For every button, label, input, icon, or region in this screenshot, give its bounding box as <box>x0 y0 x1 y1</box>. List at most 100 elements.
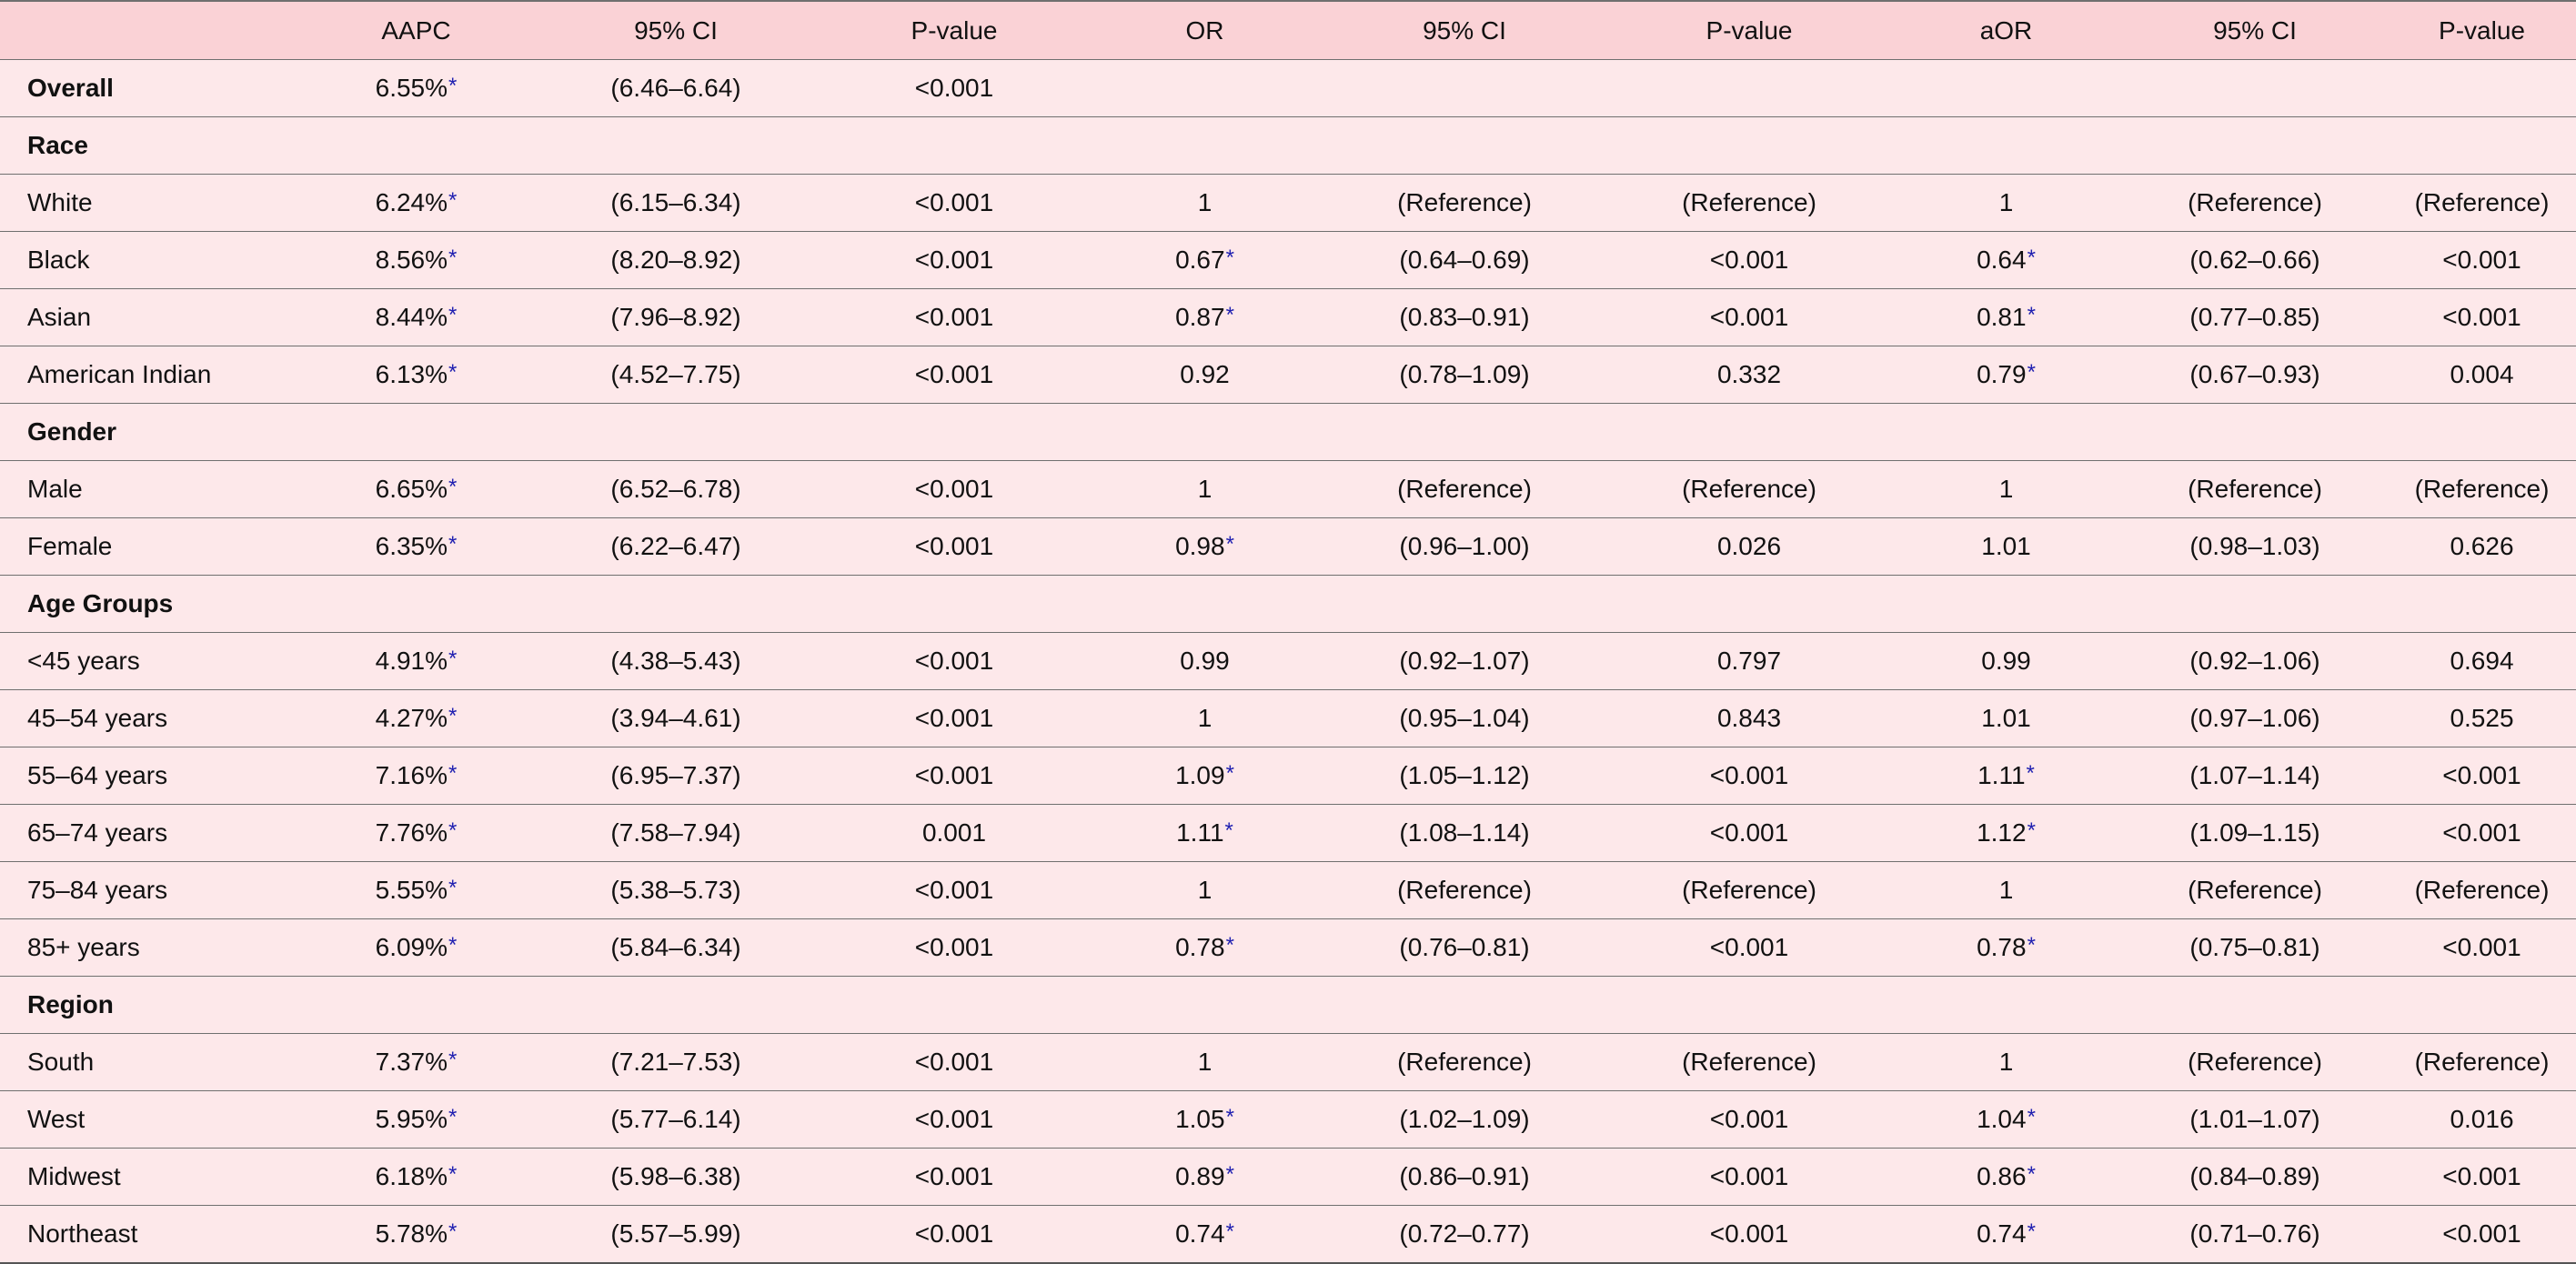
aor-cell: 1 <box>1890 861 2122 919</box>
aor-ci-cell: (0.71–0.76) <box>2122 1205 2388 1264</box>
aor-ci-cell <box>2122 575 2388 633</box>
stat-value: 1 <box>1998 188 2014 216</box>
table-row: <45 years 4.91%* (4.38–5.43) <0.001 0.99 (0.9… <box>0 632 2576 690</box>
stat-value: 1 <box>1197 704 1213 732</box>
aapc-ci-cell: (6.95–7.37) <box>532 747 820 805</box>
aor-cell: 0.78* <box>1890 918 2122 977</box>
stat-value: 0.64 <box>1977 246 2027 274</box>
or-cell: 0.67* <box>1089 231 1321 289</box>
significance-marker: * <box>2027 1162 2036 1187</box>
stat-value: 0.99 <box>1981 647 2031 675</box>
stat-value: 0.92 <box>1180 360 1230 388</box>
significance-marker: * <box>2027 246 2036 270</box>
aapc-p-value-cell: <0.001 <box>820 861 1089 919</box>
aor-ci-cell: (0.97–1.06) <box>2122 689 2388 747</box>
aor-ci-cell: (0.98–1.03) <box>2122 517 2388 576</box>
or-p-value-cell: <0.001 <box>1608 231 1890 289</box>
aor-p-value-cell: <0.001 <box>2388 1205 2576 1264</box>
significance-marker: * <box>448 74 458 98</box>
or-p-value-cell <box>1608 403 1890 461</box>
stat-value: 1.01 <box>1981 532 2031 560</box>
header-label-cell <box>0 0 300 60</box>
aapc-cell: 6.09%* <box>300 918 532 977</box>
header-aor-ci: 95% CI <box>2122 0 2388 60</box>
aor-ci-cell: (0.92–1.06) <box>2122 632 2388 690</box>
aapc-p-value-cell: <0.001 <box>820 689 1089 747</box>
row-label: Female <box>0 517 300 576</box>
aapc-cell: 7.16%* <box>300 747 532 805</box>
row-label: 75–84 years <box>0 861 300 919</box>
aor-ci-cell <box>2122 403 2388 461</box>
significance-marker: * <box>448 818 458 843</box>
or-ci-cell: (Reference) <box>1321 460 1608 518</box>
aor-p-value-cell: 0.016 <box>2388 1090 2576 1149</box>
aapc-cell: 8.56%* <box>300 231 532 289</box>
aapc-ci-cell: (5.57–5.99) <box>532 1205 820 1264</box>
or-cell: 1.11* <box>1089 804 1321 862</box>
or-ci-cell <box>1321 976 1608 1034</box>
aapc-cell: 7.76%* <box>300 804 532 862</box>
aapc-ci-cell: (5.84–6.34) <box>532 918 820 977</box>
significance-marker: * <box>1225 933 1234 958</box>
aor-p-value-cell: <0.001 <box>2388 918 2576 977</box>
aor-p-value-cell <box>2388 575 2576 633</box>
significance-marker: * <box>448 647 458 671</box>
or-cell: 0.92 <box>1089 346 1321 404</box>
aapc-p-value-cell: <0.001 <box>820 460 1089 518</box>
aapc-ci-cell: (5.98–6.38) <box>532 1148 820 1206</box>
stat-value: 1 <box>1998 1048 2014 1076</box>
aapc-p-value-cell: 0.001 <box>820 804 1089 862</box>
section-label: Region <box>0 976 300 1034</box>
aor-ci-cell: (0.77–0.85) <box>2122 288 2388 346</box>
or-ci-cell: (0.96–1.00) <box>1321 517 1608 576</box>
aor-ci-cell: (1.07–1.14) <box>2122 747 2388 805</box>
row-label: Midwest <box>0 1148 300 1206</box>
or-cell: 0.78* <box>1089 918 1321 977</box>
significance-marker: * <box>448 475 458 499</box>
table-row: Northeast 5.78%* (5.57–5.99) <0.001 0.74* (0.… <box>0 1205 2576 1264</box>
stat-value: 8.44% <box>375 303 448 331</box>
aor-p-value-cell: <0.001 <box>2388 1148 2576 1206</box>
aapc-ci-cell <box>532 116 820 175</box>
aapc-ci-cell: (8.20–8.92) <box>532 231 820 289</box>
or-ci-cell <box>1321 403 1608 461</box>
significance-marker: * <box>1225 761 1234 786</box>
section-row: Race <box>0 116 2576 175</box>
or-cell <box>1089 403 1321 461</box>
stat-value: 1.11 <box>1176 818 1224 847</box>
significance-marker: * <box>448 188 458 213</box>
aor-cell <box>1890 59 2122 117</box>
significance-marker: * <box>448 246 458 270</box>
aor-ci-cell: (1.01–1.07) <box>2122 1090 2388 1149</box>
stat-value: 0.89 <box>1175 1162 1225 1190</box>
stat-value: 0.87 <box>1175 303 1225 331</box>
or-cell: 0.98* <box>1089 517 1321 576</box>
aapc-p-value-cell <box>820 976 1089 1034</box>
table-row: Midwest 6.18%* (5.98–6.38) <0.001 0.89* (0.86… <box>0 1148 2576 1206</box>
aor-cell: 1.04* <box>1890 1090 2122 1149</box>
aapc-cell: 7.37%* <box>300 1033 532 1091</box>
aapc-p-value-cell: <0.001 <box>820 1033 1089 1091</box>
or-p-value-cell: (Reference) <box>1608 861 1890 919</box>
aor-p-value-cell: <0.001 <box>2388 747 2576 805</box>
or-p-value-cell <box>1608 976 1890 1034</box>
aapc-ci-cell: (4.38–5.43) <box>532 632 820 690</box>
or-p-value-cell: 0.026 <box>1608 517 1890 576</box>
stat-value: 6.24% <box>375 188 448 216</box>
aor-ci-cell: (0.75–0.81) <box>2122 918 2388 977</box>
significance-marker: * <box>1225 1219 1234 1244</box>
or-ci-cell: (0.64–0.69) <box>1321 231 1608 289</box>
stat-value: 1.12 <box>1977 818 2027 847</box>
aapc-cell: 4.27%* <box>300 689 532 747</box>
aor-p-value-cell <box>2388 403 2576 461</box>
stat-value: 0.74 <box>1977 1219 2027 1248</box>
table-row: South 7.37%* (7.21–7.53) <0.001 1 (Reference)… <box>0 1033 2576 1091</box>
or-cell: 1 <box>1089 460 1321 518</box>
or-ci-cell: (0.78–1.09) <box>1321 346 1608 404</box>
header-or-p-value: P-value <box>1608 0 1890 60</box>
or-cell: 1 <box>1089 861 1321 919</box>
significance-marker: * <box>448 1048 458 1072</box>
aapc-ci-cell: (5.38–5.73) <box>532 861 820 919</box>
aapc-cell: 6.13%* <box>300 346 532 404</box>
